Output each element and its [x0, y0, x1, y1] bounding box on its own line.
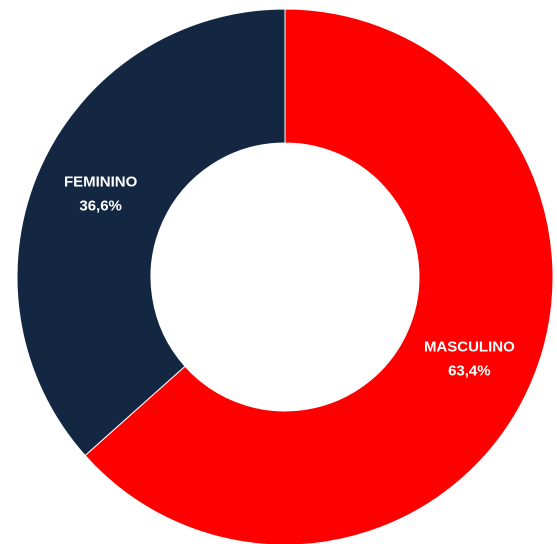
slice-value-label: 36,6% — [79, 197, 122, 214]
donut-slice — [84, 8, 554, 544]
donut-slice — [16, 8, 286, 457]
slice-value-label: 63,4% — [448, 363, 491, 380]
slice-category-label: FEMININO — [64, 173, 138, 190]
slice-category-label: MASCULINO — [424, 339, 515, 356]
